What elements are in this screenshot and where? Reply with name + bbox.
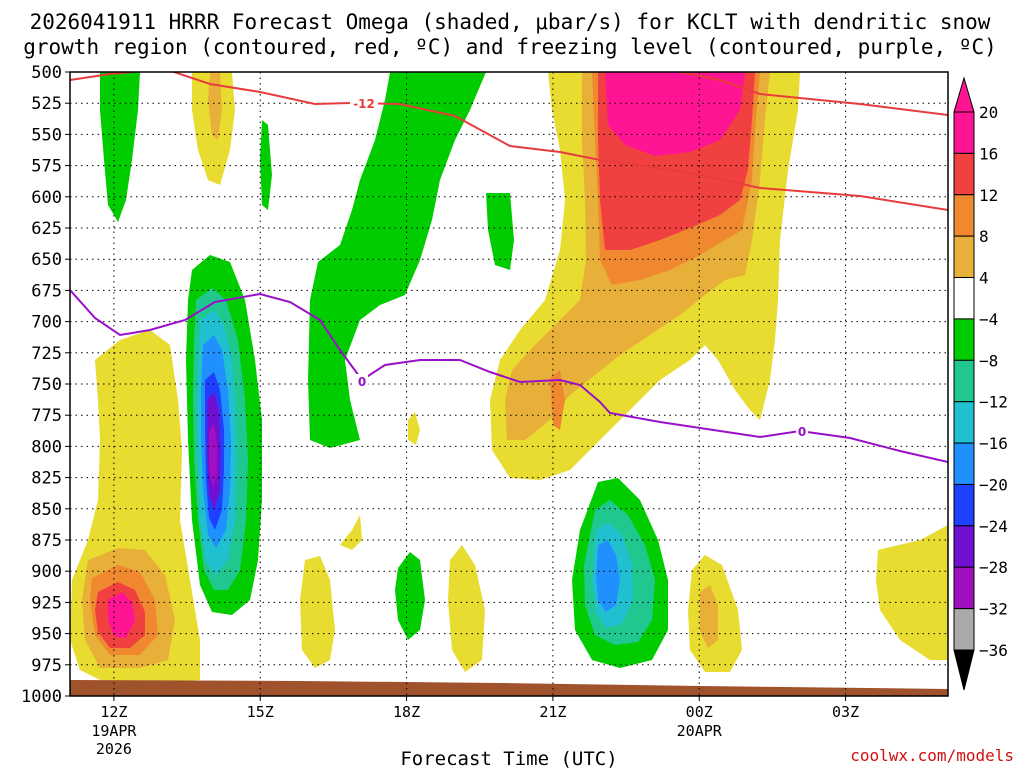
y-tick-label: 675 xyxy=(31,281,62,301)
omega-area-violet-vvel xyxy=(209,424,217,488)
colorbar-label: 4 xyxy=(979,269,989,288)
freezing-level-label-a: 0 xyxy=(358,375,366,389)
y-tick-label: 1000 xyxy=(21,687,62,707)
y-tick-label: 525 xyxy=(31,94,62,114)
colorbar-bin xyxy=(953,277,975,320)
y-axis: 500 525 550 575 600 625 650 675 700 725 750 775 800 8… xyxy=(21,63,70,707)
freezing-level-label-b: 0 xyxy=(798,425,806,439)
y-tick-label: 600 xyxy=(31,188,62,208)
colorbar-label: 12 xyxy=(979,186,998,205)
y-tick-label: 625 xyxy=(31,219,62,239)
x-axis-title: Forecast Time (UTC) xyxy=(400,748,617,768)
x-tick-label: 12Z xyxy=(100,703,127,721)
omega-area-far-right xyxy=(876,525,948,660)
omega-area-green-right xyxy=(486,193,514,270)
omega-area-green-left xyxy=(100,72,140,222)
colorbar-label: 16 xyxy=(979,144,998,163)
y-tick-label: 500 xyxy=(31,63,62,83)
y-tick-label: 575 xyxy=(31,157,62,177)
colorbar-label: −32 xyxy=(979,600,1008,619)
y-tick-label: 850 xyxy=(31,500,62,520)
y-tick-label: 650 xyxy=(31,250,62,270)
y-tick-label: 950 xyxy=(31,625,62,645)
y-tick-label: 900 xyxy=(31,562,62,582)
colorbar-bin xyxy=(953,525,975,568)
y-tick-label: 700 xyxy=(31,313,62,333)
x-tick-label: 21Z xyxy=(539,703,566,721)
colorbar: 20 16 12 8 4 −4 −8 −12 −16 −20 −24 −28 −32 −36 xyxy=(953,76,1008,691)
colorbar-bin xyxy=(953,608,975,651)
x-tick-sublabel: 20APR xyxy=(677,722,723,740)
colorbar-bin xyxy=(953,483,975,527)
y-tick-label: 725 xyxy=(31,344,62,364)
colorbar-bin xyxy=(953,235,975,279)
y-tick-label: 775 xyxy=(31,406,62,426)
colorbar-label: −8 xyxy=(979,351,998,370)
colorbar-label: −28 xyxy=(979,558,1008,577)
y-tick-label: 550 xyxy=(31,125,62,145)
colorbar-label: 20 xyxy=(979,103,998,122)
omega-area-green-center xyxy=(308,72,486,448)
x-tick-label: 15Z xyxy=(247,703,274,721)
dendritic-contour-label: -12 xyxy=(353,97,375,111)
colorbar-label: −36 xyxy=(979,641,1008,660)
x-tick-sublabel: 2026 xyxy=(96,740,132,758)
gridlines xyxy=(70,72,948,696)
colorbar-bin xyxy=(953,359,975,403)
omega-area-left-20 xyxy=(108,592,135,638)
y-tick-label: 800 xyxy=(31,437,62,457)
x-tick-label: 18Z xyxy=(393,703,420,721)
omega-area-small-d xyxy=(340,515,362,550)
omega-area-blue-bottom xyxy=(596,540,620,612)
omega-area-small-c xyxy=(408,412,420,445)
freezing-level-line xyxy=(70,289,948,463)
x-tick-sublabel: 19APR xyxy=(91,722,137,740)
colorbar-bin xyxy=(953,318,975,361)
colorbar-label: −4 xyxy=(979,310,998,329)
omega-area-bottom-right-8 xyxy=(700,585,718,648)
y-tick-label: 975 xyxy=(31,656,62,676)
credit-text: coolwx.com/models xyxy=(850,746,1014,765)
colorbar-bin xyxy=(953,566,975,610)
colorbar-bin xyxy=(953,401,975,444)
colorbar-label: 8 xyxy=(979,227,989,246)
colorbar-bin xyxy=(953,194,975,237)
colorbar-top-arrow xyxy=(953,76,975,113)
colorbar-label: −20 xyxy=(979,475,1008,494)
omega-area-upper-right-20 xyxy=(605,72,745,156)
y-tick-label: 925 xyxy=(31,593,62,613)
omega-area-green-small xyxy=(395,552,425,640)
colorbar-bottom-arrow xyxy=(953,649,975,691)
omega-area-mid-bottom-b xyxy=(448,545,485,672)
chart-title-line1: 2026041911 HRRR Forecast Omega (shaded, … xyxy=(30,10,991,34)
colorbar-label: −12 xyxy=(979,393,1008,412)
colorbar-label: −16 xyxy=(979,434,1008,453)
plot-area: -12 0 0 xyxy=(70,72,948,696)
chart-title-line2: growth region (contoured, red, ºC) and f… xyxy=(23,35,997,59)
dendritic-contour-line xyxy=(70,72,948,211)
colorbar-bin xyxy=(953,442,975,485)
terrain-ground xyxy=(70,680,948,696)
omega-area-small-top-8 xyxy=(208,72,222,140)
omega-shading xyxy=(70,72,948,682)
omega-area-mid-12 xyxy=(550,370,565,430)
y-tick-label: 825 xyxy=(31,469,62,489)
y-tick-label: 875 xyxy=(31,531,62,551)
x-tick-label: 00Z xyxy=(686,703,713,721)
y-tick-label: 750 xyxy=(31,375,62,395)
omega-area-green-strip xyxy=(260,120,272,210)
dendritic-contour-line-2 xyxy=(679,72,948,116)
x-tick-label: 03Z xyxy=(832,703,859,721)
colorbar-bin xyxy=(953,111,975,154)
colorbar-label: −24 xyxy=(979,517,1008,536)
omega-area-mid-bottom-a xyxy=(300,556,335,668)
colorbar-bin xyxy=(953,152,975,196)
